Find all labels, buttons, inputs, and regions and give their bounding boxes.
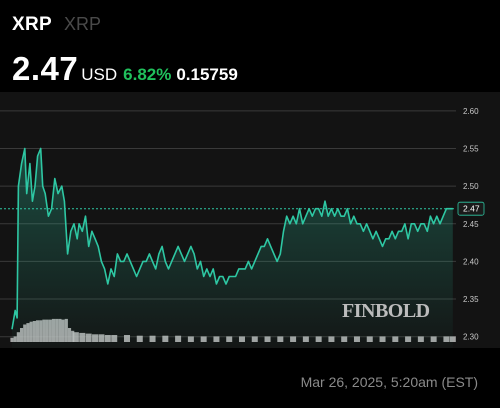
price-chart-panel: 2.302.352.402.452.502.552.60 20212223242…: [0, 92, 500, 348]
finbold-watermark: FINBOLD: [342, 300, 430, 322]
last-price-marker-box: [457, 201, 485, 216]
y-tick-label: 2.55: [463, 144, 479, 153]
y-axis: 2.30 2.35 2.40 2.45 2.50 2.55 2.60: [463, 107, 479, 342]
y-tick-label: 2.60: [463, 107, 479, 116]
change-percent: 6.82%: [123, 65, 172, 84]
y-tick-label: 2.40: [463, 257, 479, 266]
current-price: 2.47: [12, 50, 79, 87]
currency-label: USD: [81, 65, 118, 84]
y-tick-label: 2.30: [463, 333, 479, 342]
price-chart: 2.302.352.402.452.502.552.60 20212223242…: [0, 107, 485, 348]
asset-symbol-secondary: XRP: [63, 14, 101, 34]
asset-symbol: XRP: [12, 14, 52, 35]
symbol-row: XRP XRP: [12, 14, 238, 36]
quote-header: XRP XRP 2.47 USD 6.82% 0.15759: [12, 14, 238, 88]
y-tick-label: 2.45: [463, 220, 479, 229]
change-absolute: 0.15759: [176, 65, 238, 84]
last-price-marker: 2.47: [457, 201, 485, 216]
last-price-label: 2.47: [463, 204, 480, 214]
y-tick-label: 2.50: [463, 182, 479, 191]
price-area-fill: [12, 148, 453, 348]
volume-bar: [449, 336, 456, 342]
y-tick-label: 2.35: [463, 295, 479, 304]
price-row: 2.47 USD 6.82% 0.15759: [12, 50, 238, 88]
price-line: [11, 147, 453, 330]
timestamp: Mar 26, 2025, 5:20am (EST): [300, 374, 478, 390]
